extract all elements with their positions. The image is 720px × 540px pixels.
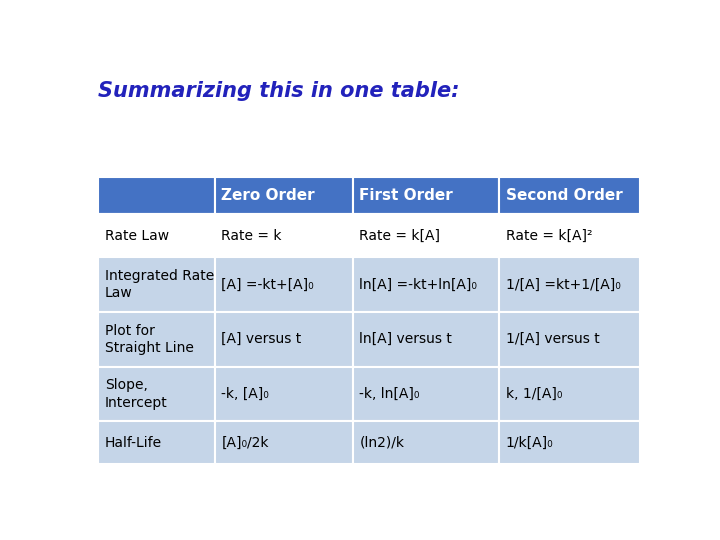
Bar [499,177,639,214]
Text: Second Order: Second Order [505,188,622,203]
Bar [215,421,353,464]
Bar [99,367,215,421]
Bar [499,312,639,367]
Bar [353,257,499,312]
Bar [99,214,215,257]
Text: k, 1/[A]₀: k, 1/[A]₀ [505,387,562,401]
Bar [99,257,215,312]
Text: [A]₀/2k: [A]₀/2k [222,436,269,450]
Text: 1/k[A]₀: 1/k[A]₀ [505,436,553,450]
Text: [A] versus t: [A] versus t [222,332,302,346]
Bar [215,312,353,367]
Bar [215,257,353,312]
Bar [499,421,639,464]
Bar [353,421,499,464]
Text: Zero Order: Zero Order [222,188,315,203]
Text: Rate Law: Rate Law [105,228,169,242]
Bar [99,177,215,214]
Text: Half-Life: Half-Life [105,436,162,450]
Text: 1/[A] =kt+1/[A]₀: 1/[A] =kt+1/[A]₀ [505,278,621,292]
Bar [499,367,639,421]
Text: (ln2)/k: (ln2)/k [359,436,405,450]
Bar [353,177,499,214]
Bar [499,257,639,312]
Bar [215,367,353,421]
Text: First Order: First Order [359,188,453,203]
Text: Plot for
Straight Line: Plot for Straight Line [105,323,194,355]
Text: Slope,
Intercept: Slope, Intercept [105,379,168,410]
Text: Rate = k[A]²: Rate = k[A]² [505,228,592,242]
Text: -k, ln[A]₀: -k, ln[A]₀ [359,387,420,401]
Bar [99,421,215,464]
Text: 1/[A] versus t: 1/[A] versus t [505,332,599,346]
Text: [A] =-kt+[A]₀: [A] =-kt+[A]₀ [222,278,314,292]
Bar [353,312,499,367]
Text: Rate = k: Rate = k [222,228,282,242]
Text: Rate = k[A]: Rate = k[A] [359,228,441,242]
Bar [353,367,499,421]
Bar [215,214,353,257]
Bar [499,214,639,257]
Text: -k, [A]₀: -k, [A]₀ [222,387,269,401]
Text: ln[A] versus t: ln[A] versus t [359,332,452,346]
Bar [99,312,215,367]
Text: ln[A] =-kt+ln[A]₀: ln[A] =-kt+ln[A]₀ [359,278,477,292]
Bar [353,214,499,257]
Text: Integrated Rate
Law: Integrated Rate Law [105,269,215,300]
Bar [215,177,353,214]
Text: Summarizing this in one table:: Summarizing this in one table: [99,82,460,102]
